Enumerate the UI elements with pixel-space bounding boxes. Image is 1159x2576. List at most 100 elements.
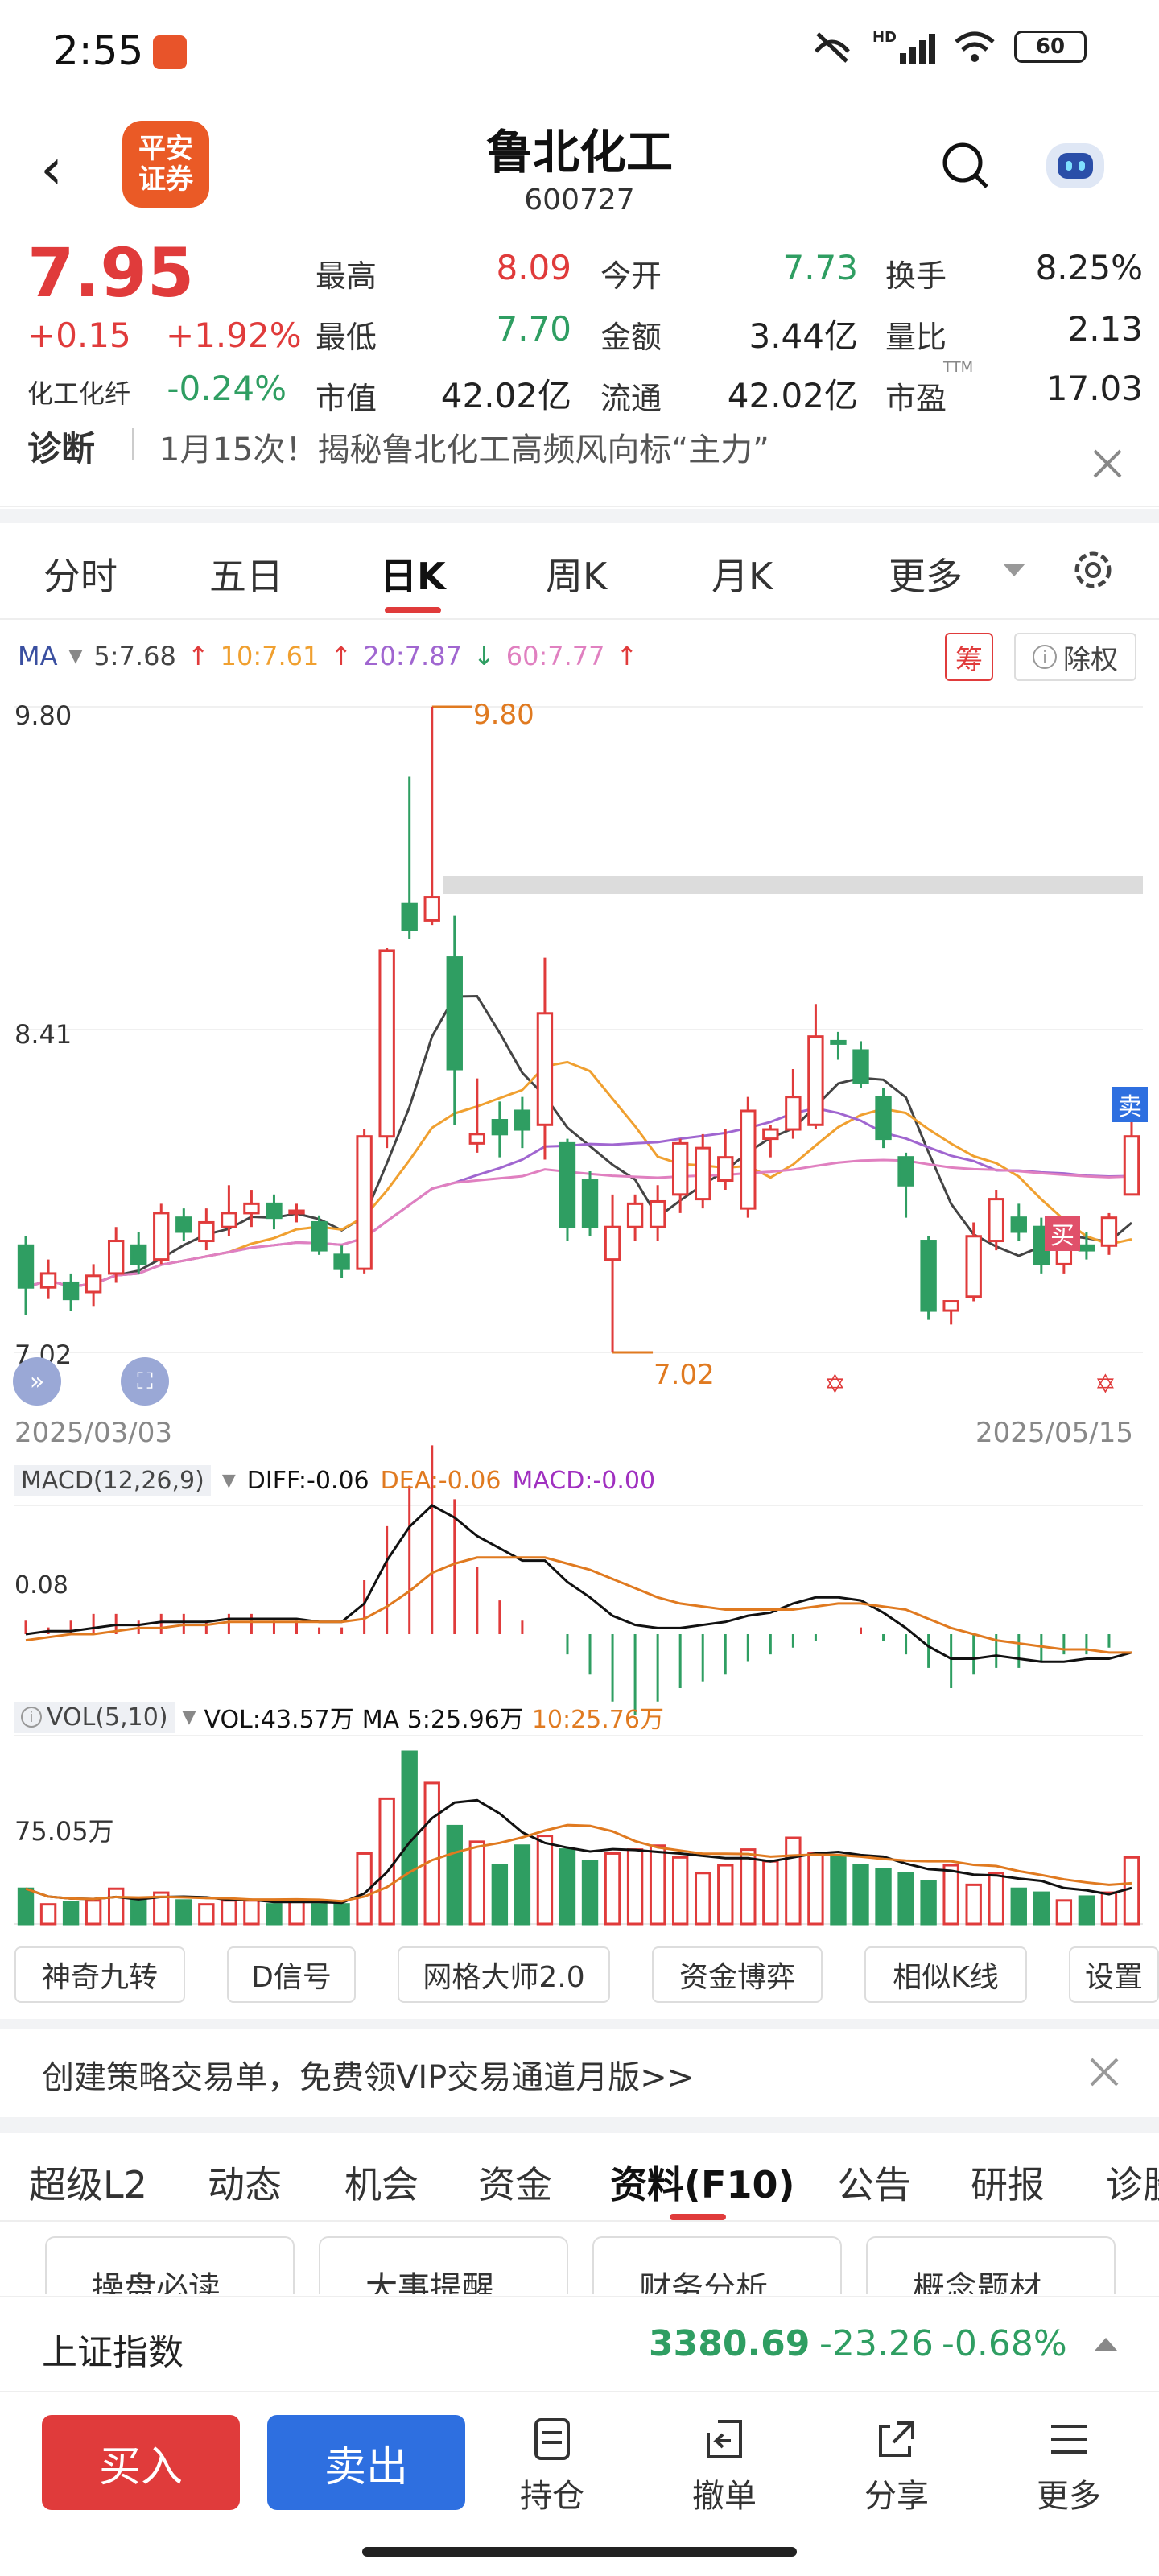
f10-sub-cards: 操盘必读 大事提醒 财务分析 概念题材 — [0, 2222, 1159, 2294]
volume-ma10: 10:25.76万 — [531, 1706, 664, 1734]
tab-news-feed[interactable]: 动态 — [208, 2163, 282, 2207]
stock-code: 600727 — [524, 184, 635, 217]
tab-opportunity[interactable]: 机会 — [344, 2163, 419, 2207]
nav-cancel-order[interactable]: 撤单 — [668, 2417, 781, 2516]
x-start-date: 2025/03/03 — [14, 1417, 172, 1449]
close-icon[interactable] — [1091, 448, 1124, 480]
nav-cancel-order-label: 撤单 — [692, 2478, 757, 2515]
nav-holdings-label: 持仓 — [520, 2478, 584, 2515]
tab-more[interactable]: 更多 — [889, 555, 963, 598]
sector-name[interactable]: 化工化纤 — [27, 378, 131, 409]
diagnosis-text[interactable]: 1月15次！揭秘鲁北化工高频风向标“主力” — [159, 431, 769, 469]
ma-legend[interactable]: MA ▼ 5:7.68 ↑ 10:7.61 ↑ 20:7.87 ↓ 60:7.77 ↑ — [18, 641, 637, 671]
candle-body — [356, 1135, 373, 1270]
nav-holdings[interactable]: 持仓 — [496, 2417, 608, 2516]
volume-bar — [468, 1840, 486, 1926]
tool-fund-game[interactable]: 资金博弈 — [652, 1946, 823, 2003]
signal-hd-label: HD — [872, 29, 897, 46]
volume-bar — [762, 1860, 779, 1926]
assistant-robot-icon[interactable] — [1046, 143, 1104, 188]
volume-bar — [830, 1856, 847, 1926]
sell-button[interactable]: 卖出 — [267, 2415, 465, 2510]
tool-magic-nine[interactable]: 神奇九转 — [14, 1946, 185, 2003]
sell-signal-marker[interactable]: 卖 — [1112, 1087, 1148, 1122]
candle-body — [536, 1012, 554, 1126]
tool-d-signal[interactable]: D信号 — [227, 1946, 356, 2003]
candle-body — [333, 1253, 350, 1270]
ma-label[interactable]: MA — [18, 641, 58, 671]
tool-similar-k[interactable]: 相似K线 — [864, 1946, 1027, 2003]
promo-text[interactable]: 创建策略交易单，免费领VIP交易通道月版>> — [42, 2059, 695, 2096]
tab-capital[interactable]: 资金 — [478, 2163, 552, 2207]
sub-card[interactable]: 概念题材 — [866, 2236, 1116, 2294]
high-value: 8.09 — [496, 248, 571, 287]
nav-share[interactable]: 分享 — [840, 2417, 953, 2516]
candle-body — [988, 1198, 1004, 1243]
tool-settings[interactable]: 设置 — [1069, 1946, 1159, 2003]
promo-banner[interactable]: 创建策略交易单，免费领VIP交易通道月版>> — [0, 2029, 1159, 2117]
volume-caret-icon[interactable]: ▼ — [182, 1707, 196, 1728]
mktcap-value: 42.02亿 — [440, 376, 571, 415]
tab-5day[interactable]: 五日 — [209, 555, 283, 598]
macd-caret-icon[interactable]: ▼ — [221, 1470, 236, 1491]
volume-selector[interactable]: i VOL(5,10) — [14, 1701, 175, 1733]
sub-card[interactable]: 操盘必读 — [45, 2236, 295, 2294]
volume-bar — [85, 1899, 102, 1926]
volume-bar — [514, 1844, 531, 1926]
stock-name: 鲁北化工 — [485, 125, 673, 180]
search-icon[interactable] — [940, 140, 990, 190]
tool-grid-master[interactable]: 网格大师2.0 — [398, 1946, 610, 2003]
tab-diagnosis[interactable]: 诊股 — [1106, 2163, 1159, 2207]
section-gap — [0, 509, 1159, 523]
fullscreen-icon[interactable]: ⛶ — [121, 1357, 169, 1406]
nav-more-label: 更多 — [1037, 2478, 1101, 2515]
macd-dea: DEA:-0.06 — [380, 1466, 501, 1495]
tab-weekly-k[interactable]: 周K — [546, 555, 608, 598]
chart-area[interactable]: MA ▼ 5:7.68 ↑ 10:7.61 ↑ 20:7.87 ↓ 60:7.77 ↑ … — [0, 620, 1159, 1948]
tab-super-l2[interactable]: 超级L2 — [29, 2163, 147, 2207]
diagnosis-label: 诊断 — [27, 429, 96, 469]
kline-chart[interactable] — [0, 620, 1159, 1948]
nav-more[interactable]: 更多 — [1013, 2417, 1125, 2516]
ma20-value: 20:7.87 — [363, 641, 462, 671]
sub-card[interactable]: 财务分析 — [592, 2236, 842, 2294]
volume-bar — [536, 1835, 554, 1926]
candle-body — [266, 1202, 283, 1220]
tab-announcement[interactable]: 公告 — [837, 2163, 911, 2207]
gear-icon[interactable] — [1069, 546, 1117, 594]
broker-logo[interactable]: 平安 证券 — [122, 121, 209, 208]
candle-body — [446, 956, 463, 1071]
volume-bar — [130, 1899, 147, 1926]
tab-daily-k[interactable]: 日K — [380, 555, 446, 598]
high-label: 最高 — [316, 258, 377, 294]
home-indicator[interactable] — [362, 2547, 797, 2557]
volume-bar — [920, 1880, 937, 1926]
back-icon[interactable]: ‹ — [40, 136, 63, 202]
sub-card[interactable]: 大事提醒 — [319, 2236, 568, 2294]
chip-button[interactable]: 筹 — [945, 633, 993, 681]
diagnosis-strip[interactable]: 诊断 1月15次！揭秘鲁北化工高频风向标“主力” — [0, 419, 1159, 507]
tab-f10[interactable]: 资料(F10) — [610, 2163, 795, 2207]
volume-legend[interactable]: i VOL(5,10) ▼ VOL:43.57万 MA 5:25.96万 10:… — [14, 1699, 664, 1736]
tab-minute[interactable]: 分时 — [43, 555, 118, 598]
ma-caret-icon[interactable]: ▼ — [68, 646, 83, 667]
index-ticker[interactable]: 上证指数 3380.69 -23.26 -0.68% — [0, 2296, 1159, 2392]
buy-signal-marker[interactable]: 买 — [1045, 1216, 1080, 1251]
open-label: 今开 — [600, 258, 662, 294]
caret-up-icon[interactable] — [1095, 2338, 1117, 2354]
float-value: 42.02亿 — [727, 376, 858, 415]
macd-selector[interactable]: MACD(12,26,9) — [14, 1464, 211, 1496]
expand-double-chevron-icon[interactable]: » — [13, 1357, 61, 1406]
close-icon[interactable] — [1088, 2056, 1120, 2088]
buy-button[interactable]: 买入 — [42, 2415, 240, 2510]
event-star-icon[interactable]: ✡ — [1095, 1368, 1116, 1399]
ex-rights-button[interactable]: i 除权 — [1014, 633, 1136, 681]
volume-bar — [243, 1899, 260, 1926]
tab-monthly-k[interactable]: 月K — [711, 555, 773, 598]
event-star-icon[interactable]: ✡ — [824, 1368, 846, 1399]
caret-down-icon[interactable] — [1003, 564, 1025, 580]
candle-body — [1078, 1244, 1095, 1252]
macd-legend[interactable]: MACD(12,26,9) ▼ DIFF:-0.06 DEA:-0.06 MAC… — [14, 1462, 655, 1499]
tab-research[interactable]: 研报 — [971, 2163, 1045, 2207]
sub-card-label: 操盘必读 — [92, 2270, 221, 2294]
